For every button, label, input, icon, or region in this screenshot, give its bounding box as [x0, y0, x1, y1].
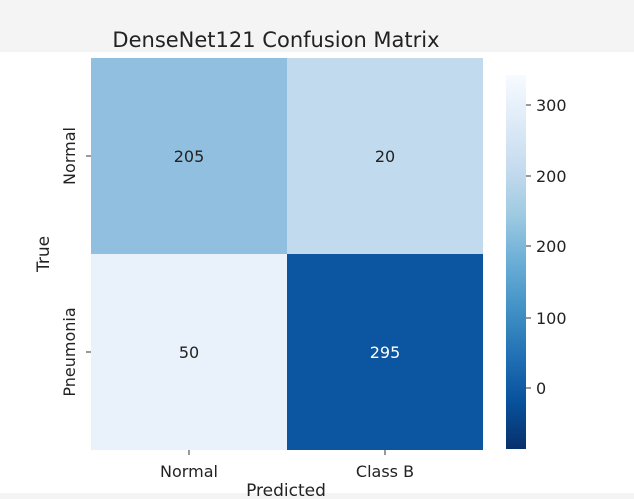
cell-value-label: 295: [370, 343, 401, 362]
colorbar: [506, 75, 526, 449]
colorbar-tick-label: 100: [536, 309, 567, 328]
y-axis-ticks: Normal Pneumonia: [60, 127, 91, 397]
y-tick-label: Normal: [60, 127, 79, 185]
cell-value-label: 205: [174, 147, 205, 166]
colorbar-tick-label: 200: [536, 167, 567, 186]
y-axis-label: True: [34, 236, 54, 273]
colorbar-ticks: 300 200 200 100 0: [526, 96, 567, 398]
heatmap-cell: [287, 254, 483, 450]
heatmap-cell: [91, 254, 287, 450]
top-band: [0, 0, 634, 52]
y-tick-label: Pneumonia: [60, 307, 79, 396]
x-tick-label: Class B: [356, 462, 414, 481]
bottom-band: [0, 493, 634, 499]
colorbar-tick-label: 0: [536, 379, 546, 398]
chart-title: DenseNet121 Confusion Matrix: [112, 28, 439, 52]
heatmap-cell: [287, 58, 483, 254]
colorbar-tick-label: 200: [536, 237, 567, 256]
x-axis-label: Predicted: [246, 481, 326, 499]
colorbar-tick-label: 300: [536, 96, 567, 115]
cell-value-label: 50: [179, 343, 199, 362]
x-tick-label: Normal: [160, 462, 218, 481]
x-axis-ticks: Normal Class B: [160, 450, 414, 481]
cell-value-label: 20: [375, 147, 395, 166]
heatmap-cell: [91, 58, 287, 254]
heatmap-cells: 205 20 50 295: [91, 58, 483, 450]
